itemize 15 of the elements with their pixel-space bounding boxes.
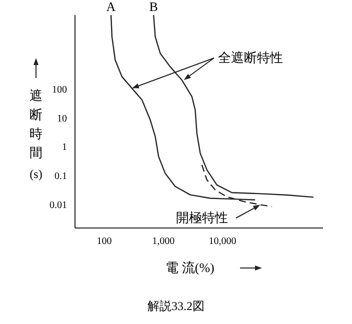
y-tick-label: 0.01 [50,200,67,212]
y-tick-label: 0.1 [54,171,67,182]
x-tick-label: 100 [96,236,112,247]
series-label: A [106,0,116,14]
y-tick-label: 100 [52,84,67,96]
annotation: 全遮断特性 [218,50,283,65]
y-axis-title: 遮断時間(s) [30,88,42,181]
annotation: 開極特性 [176,210,228,225]
y-tick-label: 10 [57,113,67,124]
x-tick-label: 10,000 [208,236,236,247]
text: 解説33.2図 [148,299,204,313]
x-tick-label: 1,000 [152,236,175,247]
series-label: B [149,0,158,14]
y-tick-label: 1 [62,142,67,154]
x-axis-title: 電 流(%) [166,260,214,275]
